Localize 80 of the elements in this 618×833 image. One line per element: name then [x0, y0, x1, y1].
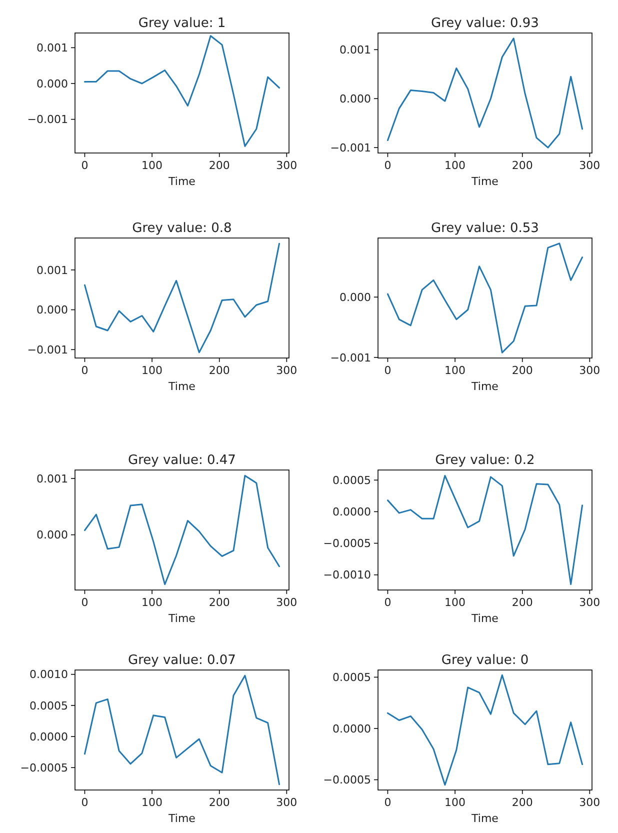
y-tick-label: 0.001 [36, 42, 68, 55]
line-series [84, 674, 280, 786]
chart-title: Grey value: 0.53 [431, 221, 539, 236]
x-tick-label: 0 [81, 364, 88, 377]
y-tick-label: 0.0000 [332, 506, 371, 519]
x-tick-label: 300 [579, 159, 600, 172]
y-tick-label: 0.0000 [30, 730, 68, 744]
y-tick-label: −0.001 [330, 351, 371, 364]
x-axis-title: Time [168, 612, 196, 625]
x-axis-title: Time [470, 380, 499, 393]
chart-title: Grey value: 0.2 [435, 453, 535, 468]
y-tick-label: 0.000 [340, 92, 371, 106]
y-tick-label: −0.001 [27, 343, 68, 356]
x-tick-label: 200 [208, 796, 230, 809]
y-tick-label: 0.0005 [30, 699, 68, 712]
chart-title: Grey value: 1 [138, 16, 226, 31]
y-tick-label: −0.0005 [20, 761, 68, 774]
y-tick-label: 0.000 [36, 77, 68, 90]
x-tick-label: 0 [81, 159, 88, 172]
y-tick-label: −0.0005 [323, 537, 371, 550]
line-series [386, 242, 584, 354]
x-tick-label: 300 [276, 796, 298, 809]
x-axis-title: Time [470, 612, 499, 625]
y-tick-label: −0.0005 [323, 774, 371, 787]
y-tick-label: 0.0005 [332, 474, 371, 487]
chart-title: Grey value: 0.8 [132, 221, 232, 236]
y-tick-label: 0.001 [36, 472, 68, 486]
y-tick-label: 0.000 [36, 304, 68, 317]
chart-title: Grey value: 0.93 [431, 16, 539, 31]
line-series [386, 674, 584, 786]
x-tick-label: 200 [208, 159, 230, 172]
x-tick-label: 300 [276, 159, 298, 172]
x-axis-title: Time [168, 380, 196, 393]
x-tick-label: 200 [512, 596, 533, 609]
chart-title: Grey value: 0 [441, 653, 529, 668]
y-tick-label: 0.001 [340, 44, 371, 57]
y-tick-label: 0.001 [36, 264, 68, 277]
x-tick-label: 200 [208, 596, 230, 609]
x-tick-label: 300 [276, 364, 298, 377]
y-tick-label: 0.000 [36, 528, 68, 542]
x-tick-label: 300 [276, 596, 298, 609]
chart-title: Grey value: 0.07 [128, 653, 236, 668]
x-tick-label: 300 [579, 596, 600, 609]
y-tick-label: 0.0000 [332, 722, 371, 736]
y-tick-label: −0.0010 [323, 568, 371, 582]
line-series [84, 35, 280, 147]
x-tick-label: 100 [142, 159, 163, 172]
x-tick-label: 100 [444, 596, 466, 609]
x-tick-label: 0 [384, 796, 392, 809]
x-tick-label: 0 [384, 596, 392, 609]
x-tick-label: 100 [444, 364, 466, 377]
x-tick-label: 200 [512, 796, 533, 809]
x-tick-label: 100 [142, 596, 163, 609]
y-tick-label: −0.001 [330, 141, 371, 154]
x-axis-title: Time [168, 812, 196, 825]
x-tick-label: 200 [512, 159, 533, 172]
line-series [84, 242, 280, 354]
x-axis-title: Time [470, 812, 499, 825]
x-tick-label: 300 [579, 796, 600, 809]
y-tick-label: −0.001 [27, 113, 68, 126]
y-tick-label: 0.000 [340, 290, 371, 304]
x-axis-title: Time [168, 175, 196, 188]
x-tick-label: 100 [444, 796, 466, 809]
x-tick-label: 100 [142, 364, 163, 377]
x-tick-label: 200 [208, 364, 230, 377]
x-tick-label: 0 [384, 364, 392, 377]
x-tick-label: 300 [579, 364, 600, 377]
x-axis-title: Time [470, 175, 499, 188]
x-tick-label: 0 [81, 596, 88, 609]
x-tick-label: 100 [142, 796, 163, 809]
y-tick-label: 0.0005 [332, 671, 371, 684]
y-tick-label: 0.0010 [30, 668, 68, 682]
line-series [386, 474, 584, 586]
x-tick-label: 0 [81, 796, 88, 809]
x-tick-label: 0 [384, 159, 392, 172]
x-tick-label: 200 [512, 364, 533, 377]
x-tick-label: 100 [444, 159, 466, 172]
line-series [84, 474, 280, 586]
line-series [386, 38, 584, 148]
chart-title: Grey value: 0.47 [128, 453, 236, 468]
